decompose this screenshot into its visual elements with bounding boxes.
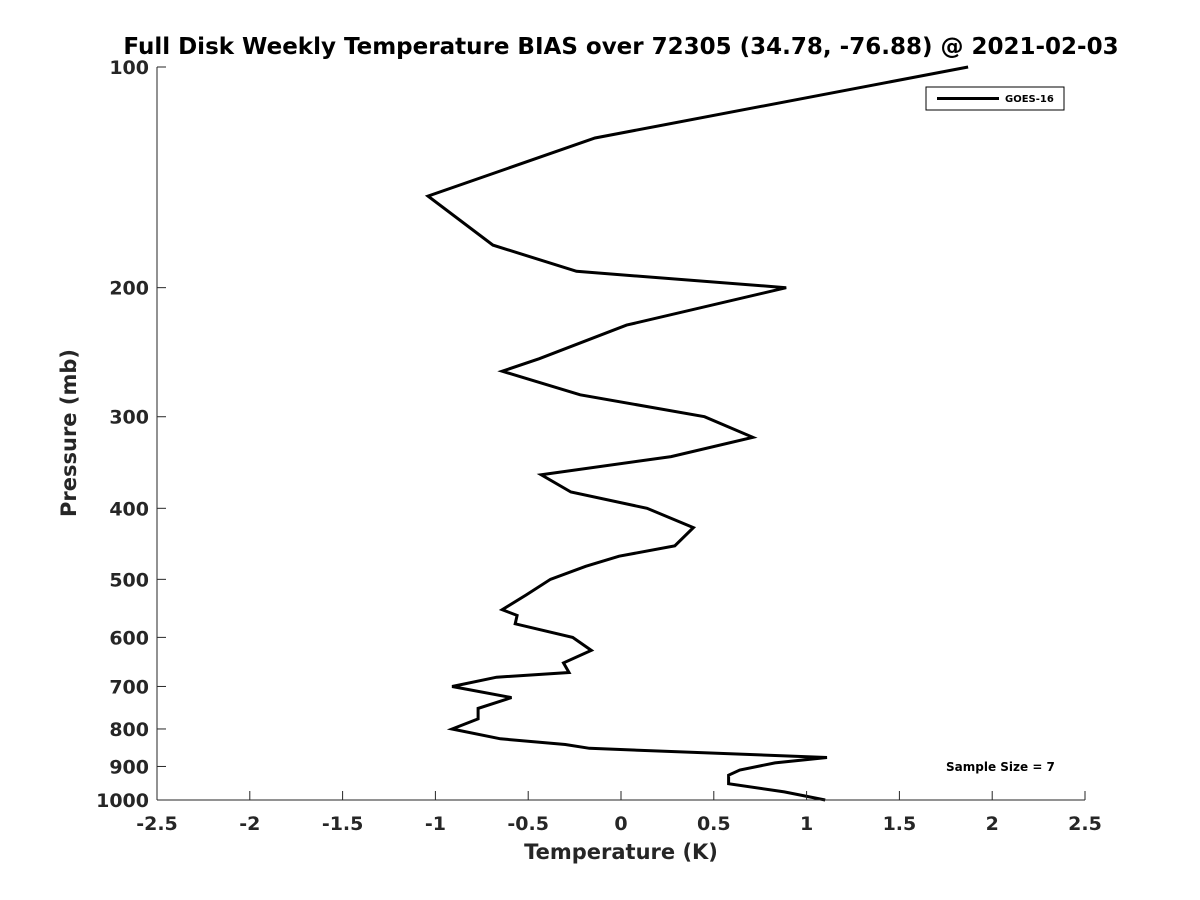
y-tick-label: 1000 [96, 790, 149, 812]
x-tick-label: -2 [239, 813, 260, 835]
y-tick-label: 300 [109, 407, 149, 429]
x-tick-label: -0.5 [507, 813, 549, 835]
x-tick-label: 1 [800, 813, 813, 835]
x-tick-label: -1.5 [322, 813, 364, 835]
x-tick-label: 2 [986, 813, 999, 835]
x-tick-label: 0 [614, 813, 627, 835]
y-tick-label: 600 [109, 627, 149, 649]
plot-area [424, 65, 969, 802]
legend: GOES-16 [925, 86, 1065, 111]
y-axis-label: Pressure (mb) [57, 349, 81, 517]
y-tick-label: 800 [109, 719, 149, 741]
x-axis-ticks: -2.5 -2 -1.5 -1 -0.5 0 0.5 1 1.5 2 2.5 [136, 791, 1102, 835]
series-line-goes-16 [424, 65, 969, 802]
x-tick-label: 2.5 [1068, 813, 1102, 835]
y-tick-label: 400 [109, 498, 149, 520]
x-axis-label: Temperature (K) [524, 840, 718, 864]
y-tick-label: 700 [109, 676, 149, 698]
y-tick-label: 500 [109, 569, 149, 591]
x-tick-label: 1.5 [883, 813, 917, 835]
y-tick-label: 200 [109, 278, 149, 300]
x-tick-label: 0.5 [697, 813, 731, 835]
sample-size-annotation: Sample Size = 7 [946, 760, 1055, 774]
chart-title: Full Disk Weekly Temperature BIAS over 7… [123, 34, 1118, 60]
x-tick-label: -1 [425, 813, 446, 835]
legend-label-goes-16: GOES-16 [1005, 94, 1054, 105]
y-axis-ticks: 100 200 300 400 500 600 700 800 900 1000 [96, 57, 166, 812]
x-tick-label: -2.5 [136, 813, 178, 835]
y-tick-label: 100 [109, 57, 149, 79]
y-tick-label: 900 [109, 756, 149, 778]
